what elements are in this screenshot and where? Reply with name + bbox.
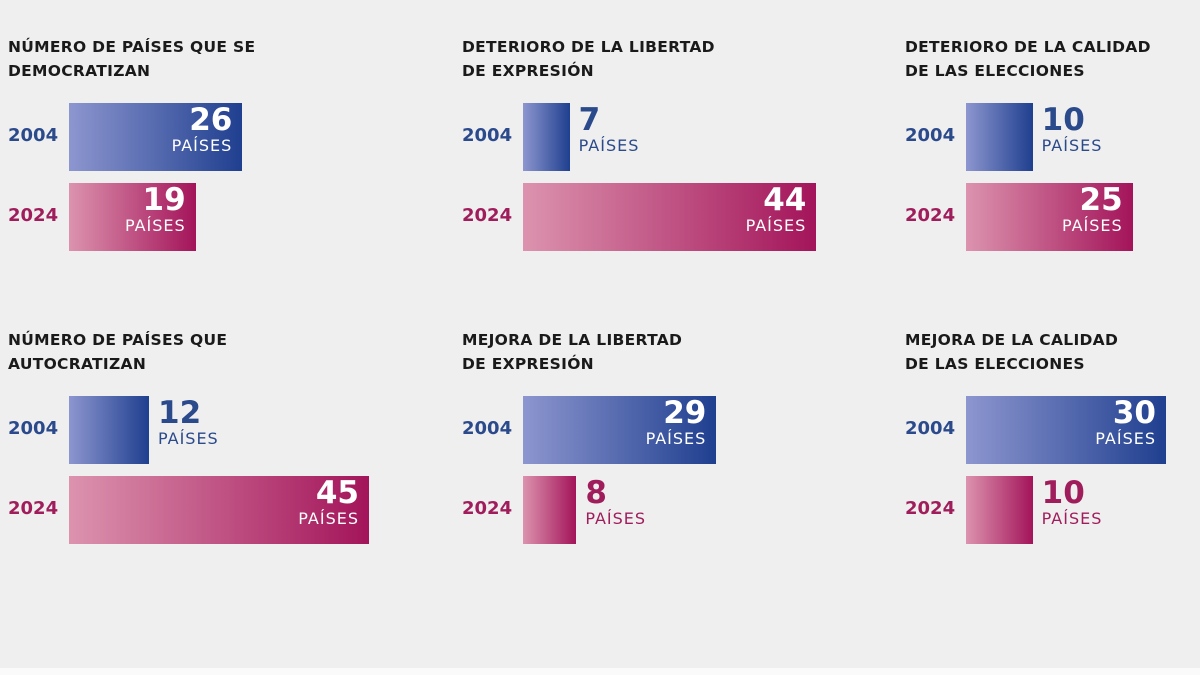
unit-label: PAÍSES xyxy=(124,216,186,235)
value-label: 7 xyxy=(578,102,601,138)
unit-label: PAÍSES xyxy=(578,136,640,155)
panel-title: MEJORA DE LA CALIDAD DE LAS ELECCIONES xyxy=(905,331,1119,373)
panel-title: NÚMERO DE PAÍSES QUE SE DEMOCRATIZAN xyxy=(8,38,256,80)
value-label: 8 xyxy=(585,475,607,511)
year-label: 2024 xyxy=(462,205,513,226)
data-label: 44 PAÍSES xyxy=(716,182,807,235)
year-label: 2004 xyxy=(8,125,59,146)
unit-label: PAÍSES xyxy=(645,429,707,448)
value-label: 26 xyxy=(189,102,233,138)
year-label: 2024 xyxy=(905,498,956,519)
bar-2024 xyxy=(523,183,817,251)
data-label: 10 PAÍSES xyxy=(1042,478,1103,527)
unit-label: PAÍSES xyxy=(1041,509,1103,528)
year-label: 2024 xyxy=(462,498,513,519)
chart-panel: DETERIORO DE LA CALIDAD DE LAS ELECCIONE… xyxy=(905,35,1200,285)
year-label: 2004 xyxy=(905,125,956,146)
year-label: 2004 xyxy=(905,418,956,439)
value-label: 25 xyxy=(1079,182,1123,218)
data-label: 45 PAÍSES xyxy=(269,478,359,527)
data-label: 26 PAÍSES xyxy=(142,102,233,155)
year-label: 2004 xyxy=(8,418,59,439)
value-label: 10 xyxy=(1041,102,1085,138)
panel-title: NÚMERO DE PAÍSES QUE AUTOCRATIZAN xyxy=(8,331,228,373)
year-label: 2024 xyxy=(8,498,59,519)
bar-2024 xyxy=(69,476,369,544)
data-label: 30 PAÍSES xyxy=(1066,398,1156,447)
bar-2004 xyxy=(69,103,243,171)
panel-title: DETERIORO DE LA CALIDAD DE LAS ELECCIONE… xyxy=(905,38,1151,80)
data-label: 12 PAÍSES xyxy=(158,398,219,447)
bar-2004 xyxy=(523,396,717,464)
chart-panel: NÚMERO DE PAÍSES QUE AUTOCRATIZAN 2004 12 P… xyxy=(8,328,369,578)
panel-title: DETERIORO DE LA LIBERTAD DE EXPRESIÓN xyxy=(462,38,715,80)
chart-panel: NÚMERO DE PAÍSES QUE SE DEMOCRATIZAN 2004… xyxy=(8,35,308,285)
unit-label: PAÍSES xyxy=(171,136,233,155)
bar-2024 xyxy=(523,476,577,544)
value-label: 12 xyxy=(158,395,202,431)
value-label: 30 xyxy=(1112,395,1156,431)
bar-2024 xyxy=(69,183,196,251)
year-label: 2024 xyxy=(8,205,59,226)
data-label: 25 PAÍSES xyxy=(1033,185,1123,234)
year-label: 2004 xyxy=(462,125,513,146)
bar-2004 xyxy=(523,103,570,171)
data-label: 10 PAÍSES xyxy=(1042,105,1103,154)
bar-2004 xyxy=(966,396,1166,464)
unit-label: PAÍSES xyxy=(1095,429,1156,448)
bar-2004 xyxy=(69,396,149,464)
unit-label: PAÍSES xyxy=(1061,216,1123,235)
year-label: 2024 xyxy=(905,205,956,226)
unit-label: PAÍSES xyxy=(158,429,219,448)
value-label: 45 xyxy=(315,475,359,511)
unit-label: PAÍSES xyxy=(585,509,647,528)
data-label: 19 PAÍSES xyxy=(96,185,186,234)
bottom-strip xyxy=(0,668,1200,675)
unit-label: PAÍSES xyxy=(1041,136,1103,155)
value-label: 44 xyxy=(763,182,807,218)
bar-2004 xyxy=(966,103,1033,171)
value-label: 19 xyxy=(142,182,186,218)
data-label: 8 PAÍSES xyxy=(585,478,646,527)
bar-2024 xyxy=(966,183,1133,251)
chart-panel: MEJORA DE LA CALIDAD DE LAS ELECCIONES 20… xyxy=(905,328,1200,578)
data-label: 7 PAÍSES xyxy=(579,105,640,154)
value-label: 29 xyxy=(663,395,707,431)
bar-2024 xyxy=(966,476,1033,544)
value-label: 10 xyxy=(1041,475,1085,511)
unit-label: PAÍSES xyxy=(298,509,359,528)
data-label: 29 PAÍSES xyxy=(616,395,707,448)
chart-panel: MEJORA DE LA LIBERTAD DE EXPRESIÓN 2004 29… xyxy=(462,328,762,578)
unit-label: PAÍSES xyxy=(745,216,807,235)
panel-title: MEJORA DE LA LIBERTAD DE EXPRESIÓN xyxy=(462,331,683,373)
year-label: 2004 xyxy=(462,418,513,439)
chart-panel: DETERIORO DE LA LIBERTAD DE EXPRESIÓN 200… xyxy=(462,35,817,285)
